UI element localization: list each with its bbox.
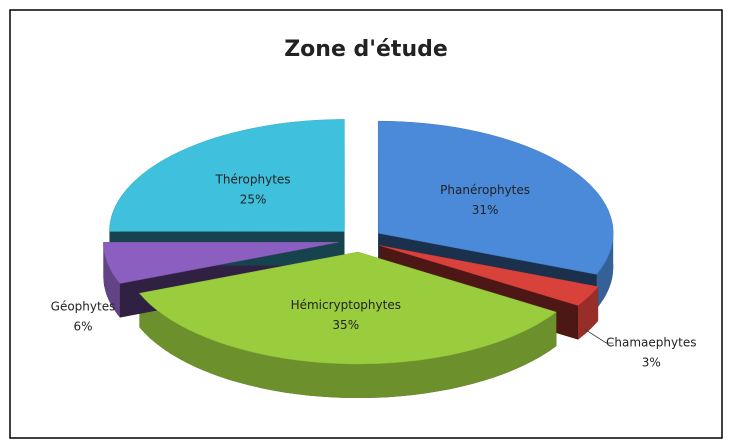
value-label: 25% [240,192,267,206]
slice [109,119,345,232]
slice-wall [578,286,599,340]
slice [103,242,339,284]
slice-wall [139,293,557,398]
slice [377,120,614,275]
slice-tops [103,119,614,365]
slice [379,245,599,306]
value-label: 31% [472,203,499,217]
value-label: 6% [73,320,92,334]
category-label: Thérophytes [215,172,291,186]
category-label: Hémicryptophytes [291,298,401,312]
leader-line [584,328,614,344]
slice [138,251,557,365]
value-label: 3% [642,356,661,370]
chart-title: Zone d'étude [284,37,448,62]
category-label: Géophytes [51,300,116,314]
slice-wall [596,233,614,309]
slice-wall [103,242,120,318]
value-label: 35% [332,318,359,332]
category-label: Chamaephytes [606,336,696,350]
category-label: Phanérophytes [440,183,530,197]
